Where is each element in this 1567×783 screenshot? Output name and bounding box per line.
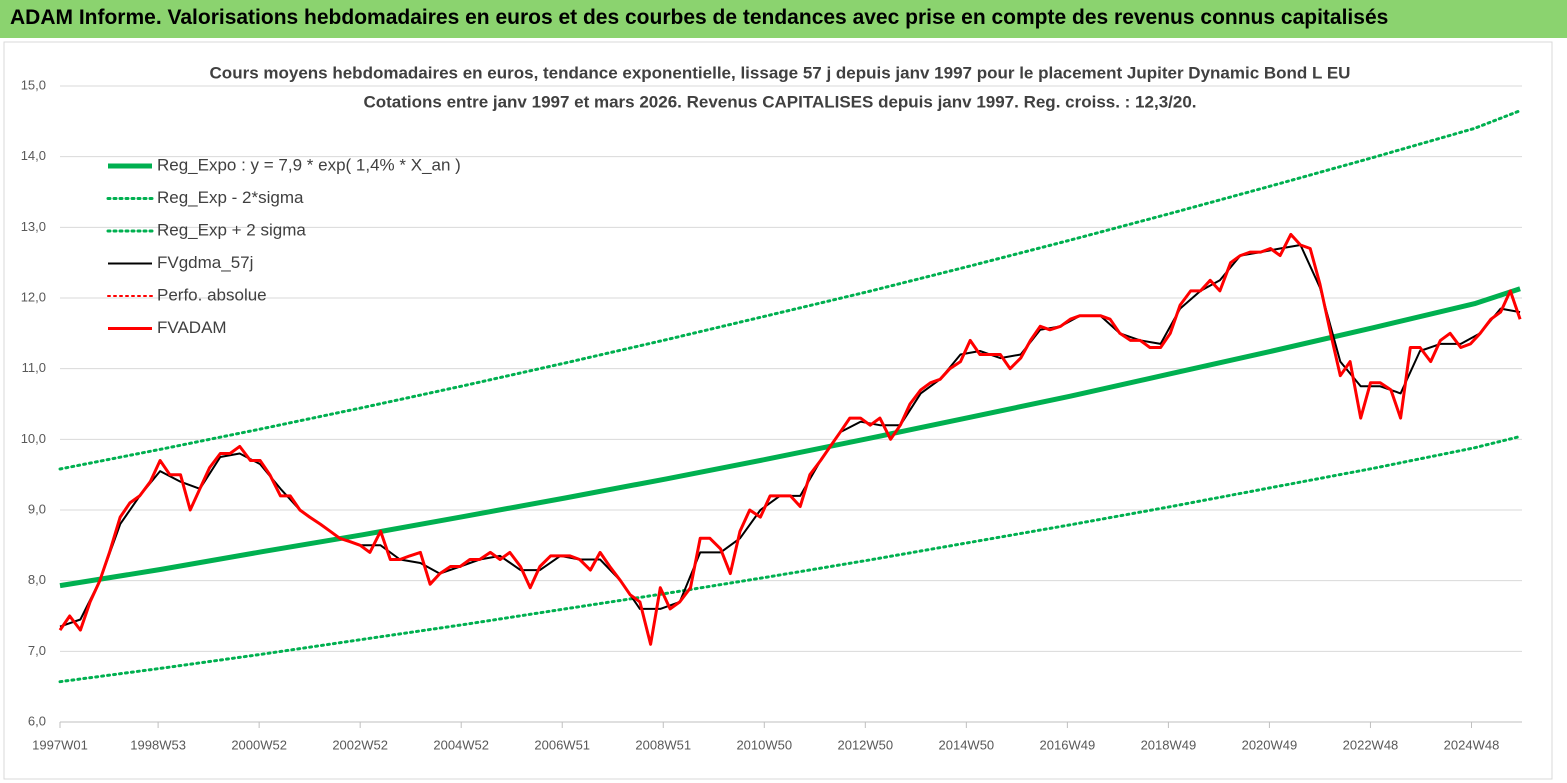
- x-tick-label: 1998W53: [130, 737, 186, 752]
- series-line: [58, 435, 1522, 684]
- legend-label: Reg_Exp + 2 sigma: [157, 220, 306, 239]
- series-line: [58, 109, 1522, 471]
- x-tick-label: 2018W49: [1141, 737, 1197, 752]
- legend-label: FVADAM: [157, 318, 227, 337]
- chart-subtitle: Cotations entre janv 1997 et mars 2026. …: [363, 92, 1196, 111]
- y-tick-label: 15,0: [21, 77, 46, 92]
- x-tick-label: 2016W49: [1040, 737, 1096, 752]
- series-line: [58, 232, 1522, 646]
- x-tick-label: 2004W52: [433, 737, 489, 752]
- y-tick-label: 10,0: [21, 431, 46, 446]
- y-tick-label: 6,0: [28, 713, 46, 728]
- legend-label: Reg_Expo : y = 7,9 * exp( 1,4% * X_an ): [157, 155, 461, 174]
- y-tick-label: 8,0: [28, 572, 46, 587]
- y-tick-label: 9,0: [28, 501, 46, 516]
- x-tick-label: 2024W48: [1444, 737, 1500, 752]
- legend-label: FVgdma_57j: [157, 253, 253, 272]
- x-tick-label: 2008W51: [635, 737, 691, 752]
- x-tick-label: 2014W50: [939, 737, 995, 752]
- series-line: [59, 286, 1521, 589]
- x-tick-label: 2000W52: [231, 737, 287, 752]
- header-title: ADAM Informe. Valorisations hebdomadaire…: [10, 6, 1389, 29]
- x-tick-label: 2022W48: [1343, 737, 1399, 752]
- y-tick-label: 13,0: [21, 219, 46, 234]
- x-tick-label: 2020W49: [1242, 737, 1298, 752]
- x-tick-label: 2010W50: [736, 737, 792, 752]
- chart-frame: [3, 41, 1553, 780]
- chart-title: Cours moyens hebdomadaires en euros, ten…: [210, 63, 1351, 82]
- chart: Cours moyens hebdomadaires en euros, ten…: [3, 41, 1553, 780]
- header-bar: ADAM Informe. Valorisations hebdomadaire…: [0, 0, 1567, 38]
- x-tick-label: 2002W52: [332, 737, 388, 752]
- y-tick-label: 7,0: [28, 643, 46, 658]
- legend-label: Reg_Exp - 2*sigma: [157, 188, 304, 207]
- y-tick-label: 14,0: [21, 148, 46, 163]
- x-tick-label: 2006W51: [534, 737, 590, 752]
- y-tick-label: 12,0: [21, 289, 46, 304]
- x-tick-label: 1997W01: [32, 737, 88, 752]
- x-tick-label: 2012W50: [837, 737, 893, 752]
- y-tick-label: 11,0: [22, 360, 46, 375]
- legend-label: Perfo. absolue: [157, 285, 267, 304]
